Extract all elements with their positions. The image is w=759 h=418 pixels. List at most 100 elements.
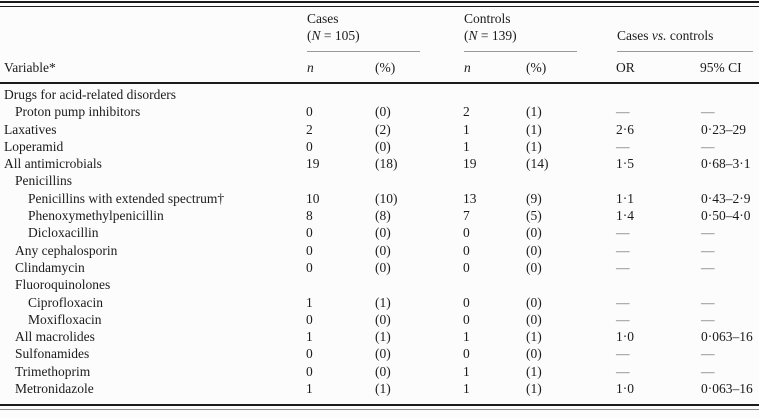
cell-cases-pct: (2)	[375, 121, 391, 137]
cell-controls-n: 1	[463, 121, 470, 137]
cell-controls-pct: (1)	[526, 329, 542, 345]
variable-label: Clindamycin	[15, 259, 85, 275]
cell-controls-n: 1	[463, 363, 470, 379]
cell-cases-n: 1	[306, 381, 313, 397]
cell-cases-n: 0	[306, 104, 313, 120]
cell-cases-n: 0	[306, 225, 313, 241]
table-row: Metronidazole 1 (1) 1 (1) 1·0 0·063–16	[4, 380, 755, 397]
cell-or: 1·0	[616, 329, 634, 345]
variable-label: Ciprofloxacin	[28, 294, 103, 310]
table-row: Proton pump inhibitors 0 (0) 2 (1) — —	[4, 103, 755, 120]
table-row: Moxifloxacin 0 (0) 0 (0) — —	[4, 311, 755, 328]
column-header-variable: Variable*	[4, 60, 56, 75]
table-row: Any cephalosporin 0 (0) 0 (0) — —	[4, 242, 755, 259]
variable-label: Loperamid	[4, 138, 64, 154]
cell-cases-pct: (0)	[375, 242, 391, 258]
cell-or: —	[616, 242, 630, 258]
cases-size-symbol: N	[311, 28, 321, 43]
variable-label: Penicillins	[15, 173, 72, 189]
cell-cases-pct: (0)	[375, 138, 391, 154]
cell-or: —	[616, 138, 630, 154]
cell-cases-n: 0	[306, 346, 313, 362]
cell-cases-pct: (1)	[375, 294, 391, 310]
cell-or: 1·0	[616, 381, 634, 397]
cell-cases-pct: (18)	[375, 156, 398, 172]
cell-ci: 0·68–3·1	[701, 156, 751, 172]
cases-group-title: Cases	[307, 11, 339, 26]
table-row: Sulfonamides 0 (0) 0 (0) — —	[4, 345, 755, 362]
table-row: Penicillins with extended spectrum† 10 (10…	[4, 190, 755, 207]
cell-ci	[701, 172, 755, 189]
controls-sample-size: (N = 139)	[464, 27, 517, 44]
cell-controls-pct: (1)	[526, 138, 542, 154]
column-group-cases-vs-controls: Cases vs. controls	[617, 27, 713, 44]
cell-or: —	[616, 363, 630, 379]
cases-sample-size: (N = 105)	[307, 27, 360, 44]
cell-cases-n: 0	[306, 138, 313, 154]
cell-or	[616, 276, 701, 293]
top-rule-thin	[0, 6, 759, 7]
cell-ci: 0·063–16	[701, 329, 753, 345]
header-body-divider-rule	[0, 82, 759, 84]
table-row: All antimicrobials 19 (18) 19 (14) 1·5 0·68–3·…	[4, 155, 755, 172]
vs-group-post: controls	[666, 28, 714, 43]
variable-label: All macrolides	[15, 329, 95, 345]
column-group-controls: Controls (N = 139)	[464, 10, 517, 44]
cell-cases-pct: (0)	[375, 346, 391, 362]
cell-controls-pct	[526, 86, 616, 103]
cell-cases-n	[306, 86, 375, 103]
cell-ci: —	[701, 259, 715, 275]
table-header: Cases (N = 105) Controls (N = 139) Cases…	[0, 0, 759, 86]
table-row: Fluoroquinolones	[4, 276, 755, 293]
cell-cases-pct: (10)	[375, 190, 398, 206]
table-row: Drugs for acid-related disorders	[4, 86, 755, 103]
cell-controls-n: 1	[463, 329, 470, 345]
variable-label: Any cephalosporin	[15, 242, 118, 258]
cell-controls-pct	[526, 276, 616, 293]
bottom-rule-thin	[0, 409, 759, 410]
cell-controls-pct: (1)	[526, 363, 542, 379]
cell-controls-n: 0	[463, 294, 470, 310]
cell-or: —	[616, 311, 630, 327]
cell-cases-n	[306, 276, 375, 293]
cases-group-underline	[307, 51, 420, 52]
cell-cases-n: 1	[306, 294, 313, 310]
variable-label: Laxatives	[4, 121, 57, 137]
table-row: Dicloxacillin 0 (0) 0 (0) — —	[4, 224, 755, 241]
cell-controls-pct: (0)	[526, 225, 542, 241]
cell-controls-pct: (0)	[526, 259, 542, 275]
cell-or: 1·1	[616, 190, 634, 206]
vs-group-underline	[617, 51, 753, 52]
cell-or: 2·6	[616, 121, 634, 137]
variable-label: Dicloxacillin	[28, 225, 99, 241]
cell-cases-pct: (1)	[375, 329, 391, 345]
cell-controls-pct: (0)	[526, 294, 542, 310]
cell-controls-pct: (14)	[526, 156, 549, 172]
variable-label: Sulfonamides	[15, 346, 90, 362]
column-header-controls-pct: (%)	[526, 60, 547, 75]
cell-controls-pct: (5)	[526, 208, 542, 224]
column-group-cases: Cases (N = 105)	[307, 10, 360, 44]
cell-cases-n	[306, 172, 375, 189]
bottom-rule-thick	[0, 404, 759, 406]
cell-controls-pct: (0)	[526, 346, 542, 362]
table-row: Clindamycin 0 (0) 0 (0) — —	[4, 259, 755, 276]
cell-cases-n: 1	[306, 329, 313, 345]
cell-or	[616, 86, 701, 103]
vs-group-italic: vs.	[651, 28, 667, 43]
cell-cases-pct: (0)	[375, 311, 391, 327]
controls-size-open: (	[464, 28, 469, 43]
column-header-ci: 95% CI	[700, 60, 742, 75]
cell-controls-pct: (9)	[526, 190, 542, 206]
cell-ci: —	[701, 225, 715, 241]
cell-or	[616, 172, 701, 189]
controls-size-rest: = 139)	[477, 28, 517, 43]
table-body: Drugs for acid-related disorders Proton p…	[4, 86, 755, 397]
cell-cases-n: 10	[306, 190, 320, 206]
cell-cases-n: 0	[306, 259, 313, 275]
variable-label: All antimicrobials	[4, 156, 102, 172]
cell-controls-pct: (0)	[526, 242, 542, 258]
column-header-controls-n: n	[464, 60, 471, 75]
cell-controls-pct: (1)	[526, 381, 542, 397]
variable-label: Penicillins with extended spectrum†	[28, 190, 225, 206]
